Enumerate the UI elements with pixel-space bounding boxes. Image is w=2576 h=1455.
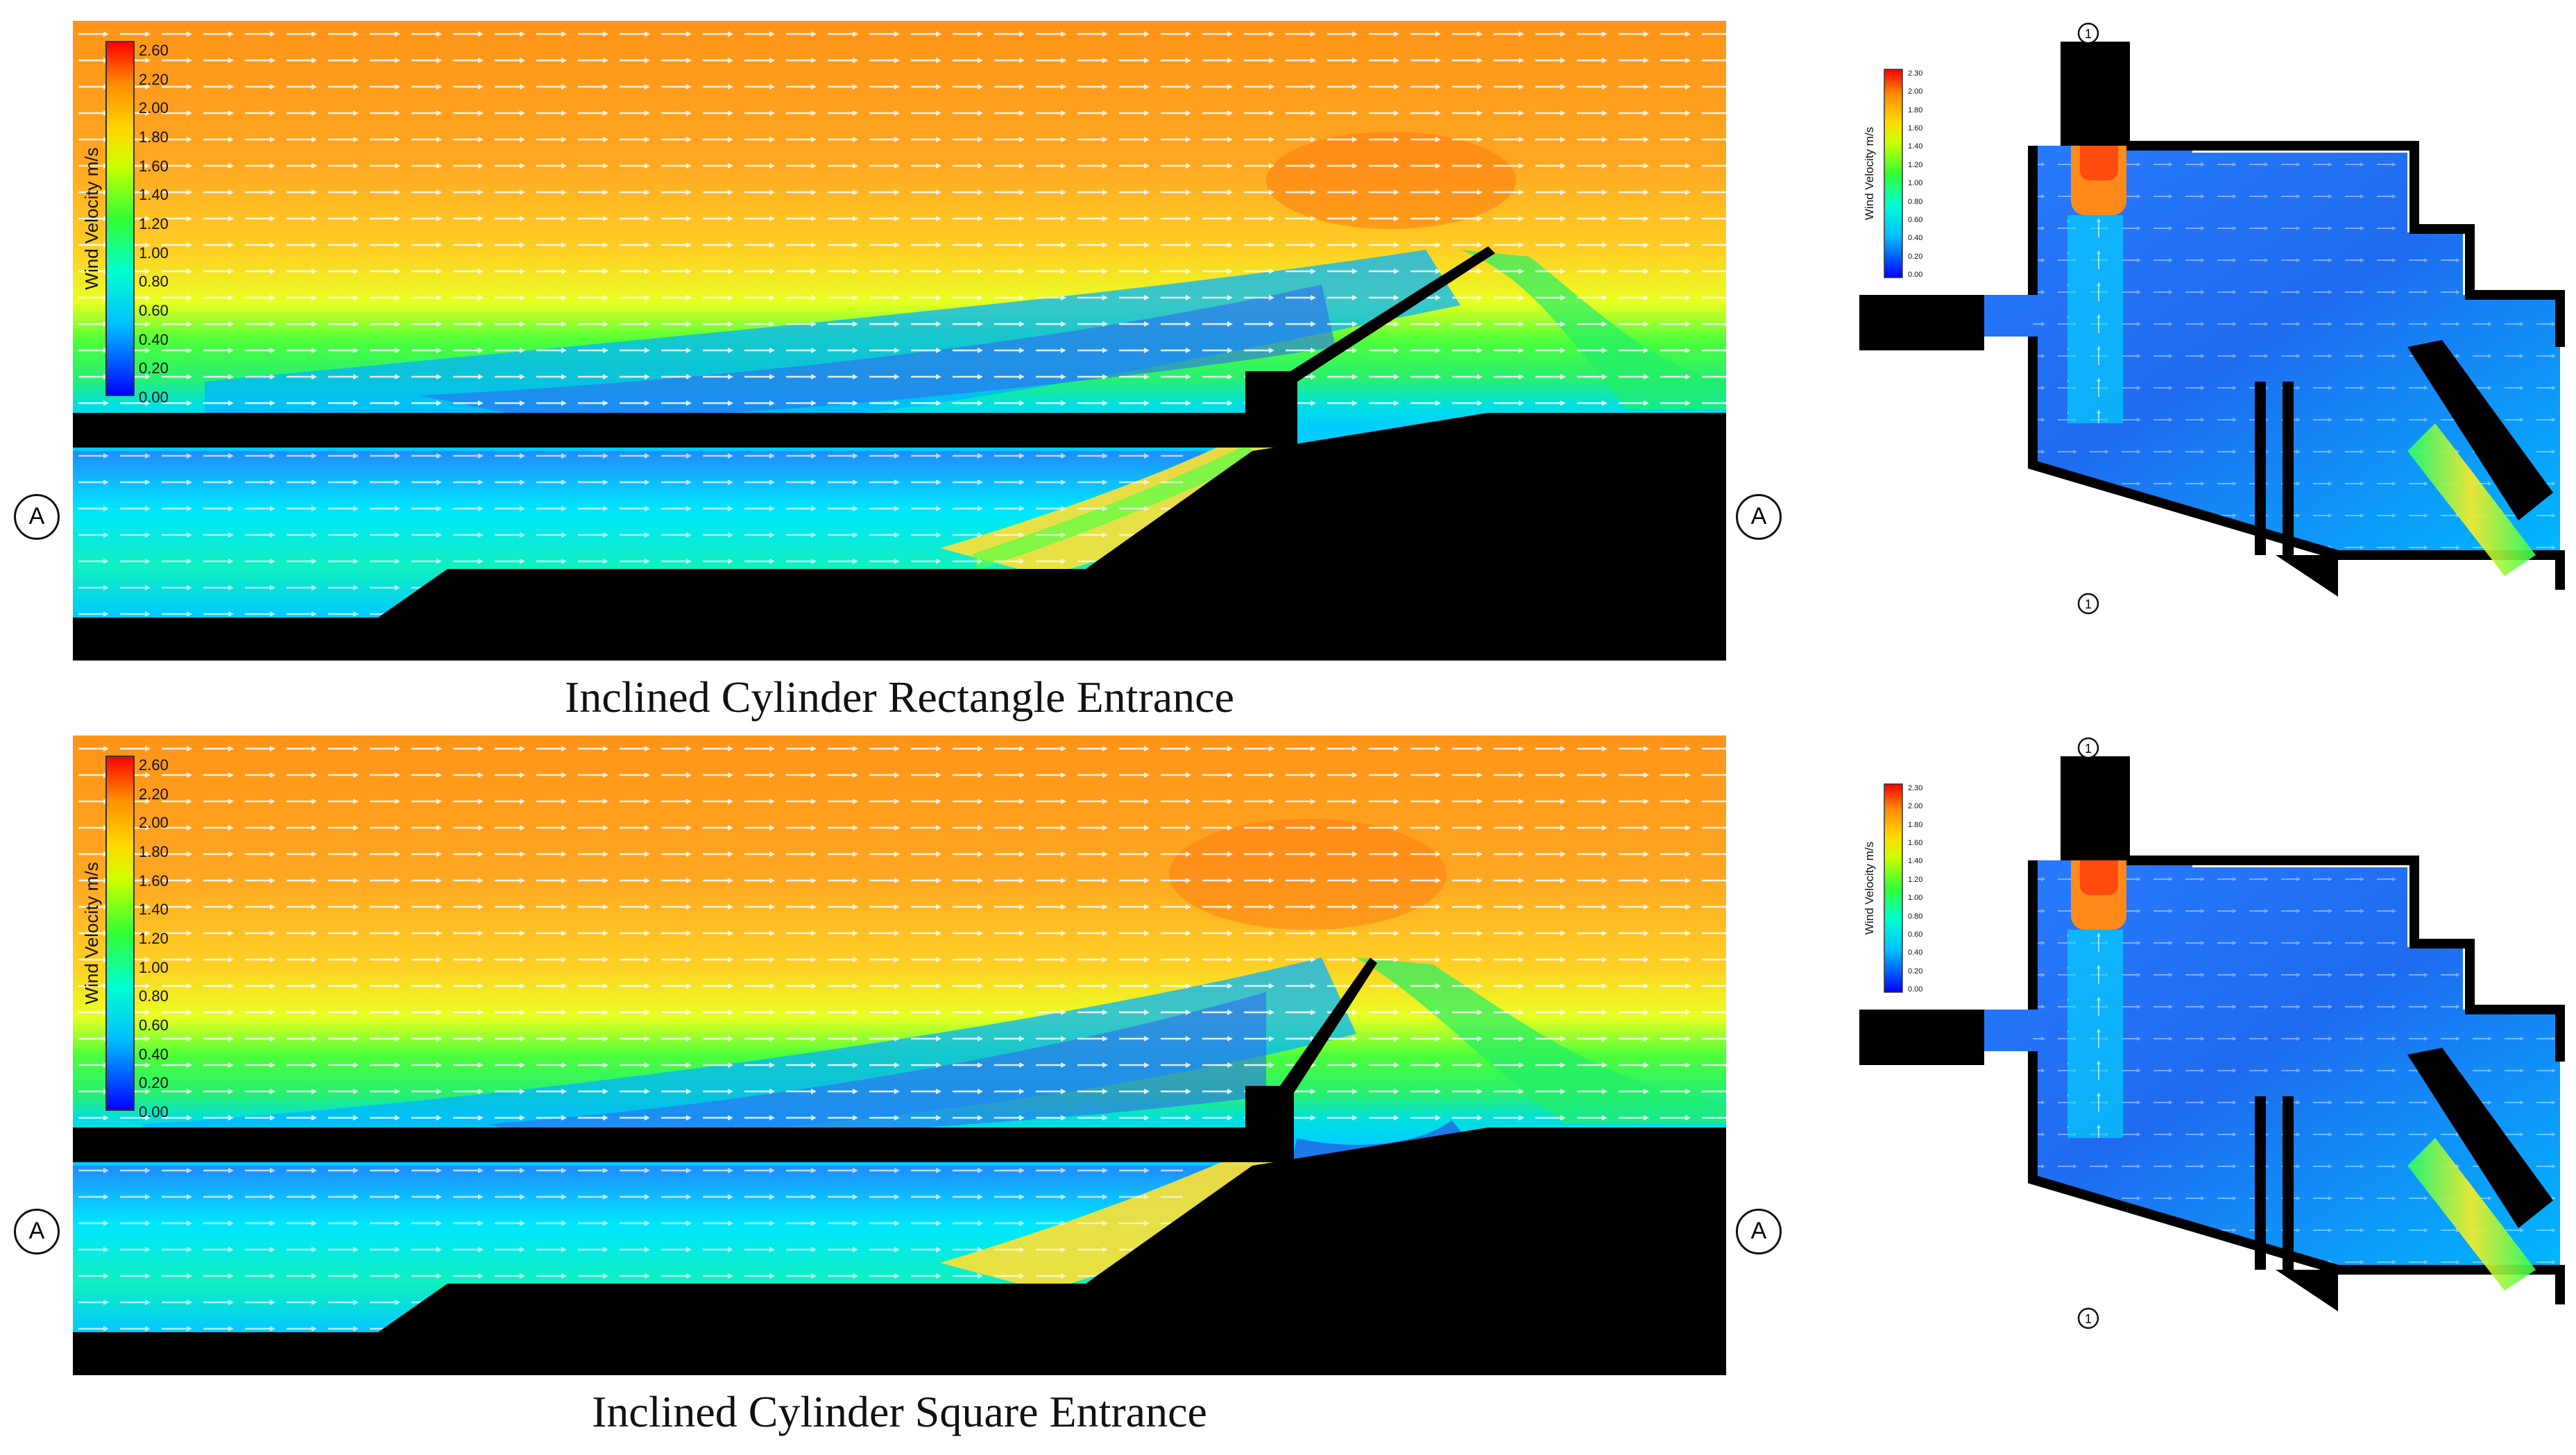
legend-tick-label: 2.30: [1908, 784, 1923, 792]
section-view-square: Wind Velocity m/s: [73, 735, 1726, 1375]
legend-tick-label: 1.40: [1908, 857, 1923, 866]
legend-tick-label: 1.80: [139, 843, 169, 860]
legend-tick-label: 1.80: [139, 128, 169, 146]
legend-tick-label: 1.60: [1908, 124, 1923, 133]
section-cut-marker-left: A: [14, 494, 60, 540]
legend-tick-label: 0.20: [139, 1074, 169, 1092]
legend-tick-label: 0.80: [139, 987, 169, 1005]
svg-text:Wind Velocity m/s: Wind Velocity m/s: [81, 862, 102, 1004]
legend-tick-label: 2.20: [139, 785, 169, 803]
legend-tick-label: 1.40: [139, 186, 169, 204]
legend-tick-label: 0.00: [1908, 985, 1923, 994]
svg-text:1: 1: [2085, 742, 2092, 756]
legend-tick-label: 0.20: [1908, 252, 1923, 261]
section-cut-marker-right-bottom: A: [1736, 1209, 1782, 1254]
legend-tick-label: 0.80: [139, 273, 169, 291]
legend-tick-label: 0.80: [1908, 912, 1923, 921]
svg-text:Wind Velocity m/s: Wind Velocity m/s: [1863, 127, 1876, 220]
section-cut-marker-right: A: [1736, 494, 1782, 540]
svg-text:1: 1: [2085, 1312, 2092, 1326]
legend-tick-label: 1.80: [1908, 105, 1923, 114]
svg-text:1: 1: [2085, 597, 2092, 611]
legend-tick-label: 1.40: [139, 901, 169, 919]
section-cut-marker-left-bottom: A: [14, 1209, 60, 1254]
legend-tick-label: 0.00: [139, 1103, 169, 1121]
plan-view-square: Wind Velocity m/s 1 1: [1859, 735, 2574, 1346]
legend-tick-label: 2.20: [139, 70, 169, 88]
legend-tick-label: 2.00: [1908, 87, 1923, 96]
legend-tick-label: 2.60: [139, 756, 169, 774]
legend-tick-label: 0.40: [1908, 234, 1923, 243]
legend-tick-label: 1.00: [139, 958, 169, 976]
legend-tick-label: 0.80: [1908, 197, 1923, 206]
legend-tick-label: 0.00: [1908, 271, 1923, 279]
legend-tick-label: 0.60: [139, 1016, 169, 1034]
legend-tick-label: 1.20: [1908, 875, 1923, 884]
legend-tick-label: 0.40: [1908, 948, 1923, 958]
legend-tick-label: 2.00: [139, 814, 169, 832]
legend-tick-label: 1.60: [1908, 839, 1923, 848]
legend-tick-label: 1.20: [1908, 160, 1923, 169]
legend-tick-label: 0.60: [1908, 215, 1923, 224]
legend-tick-label: 1.00: [139, 244, 169, 262]
legend-tick-label: 2.30: [1908, 69, 1923, 78]
legend-tick-label: 0.20: [139, 359, 169, 377]
svg-text:Wind Velocity m/s: Wind Velocity m/s: [81, 147, 102, 289]
legend-tick-label: 1.80: [1908, 820, 1923, 829]
legend-tick-label: 0.20: [1908, 967, 1923, 976]
legend-tick-label: 0.60: [1908, 930, 1923, 939]
legend-tick-label: 0.40: [139, 1045, 169, 1063]
legend-tick-label: 1.60: [139, 157, 169, 175]
plan-view-rectangle: Wind Velocity m/s 1 1: [1859, 21, 2574, 631]
legend-tick-label: 1.00: [1908, 179, 1923, 188]
legend-tick-label: 1.20: [139, 930, 169, 947]
legend-tick-label: 1.20: [139, 215, 169, 232]
legend-tick-label: 2.00: [1908, 802, 1923, 811]
caption-rectangle-entrance: Inclined Cylinder Rectangle Entrance: [565, 672, 1234, 722]
legend-tick-label: 0.00: [139, 389, 169, 406]
legend-tick-label: 2.00: [139, 99, 169, 117]
legend-tick-label: 1.40: [1908, 142, 1923, 151]
legend-tick-label: 1.60: [139, 871, 169, 890]
legend-tick-label: 2.60: [139, 42, 169, 59]
caption-square-entrance: Inclined Cylinder Square Entrance: [592, 1387, 1207, 1436]
svg-text:Wind Velocity m/s: Wind Velocity m/s: [1863, 842, 1876, 935]
section-view-rectangle: Wind Velocity m/s: [73, 21, 1726, 661]
legend-tick-label: 0.40: [139, 330, 169, 348]
svg-text:1: 1: [2085, 27, 2092, 41]
legend-tick-label: 1.00: [1908, 894, 1923, 903]
legend-tick-label: 0.60: [139, 302, 169, 319]
